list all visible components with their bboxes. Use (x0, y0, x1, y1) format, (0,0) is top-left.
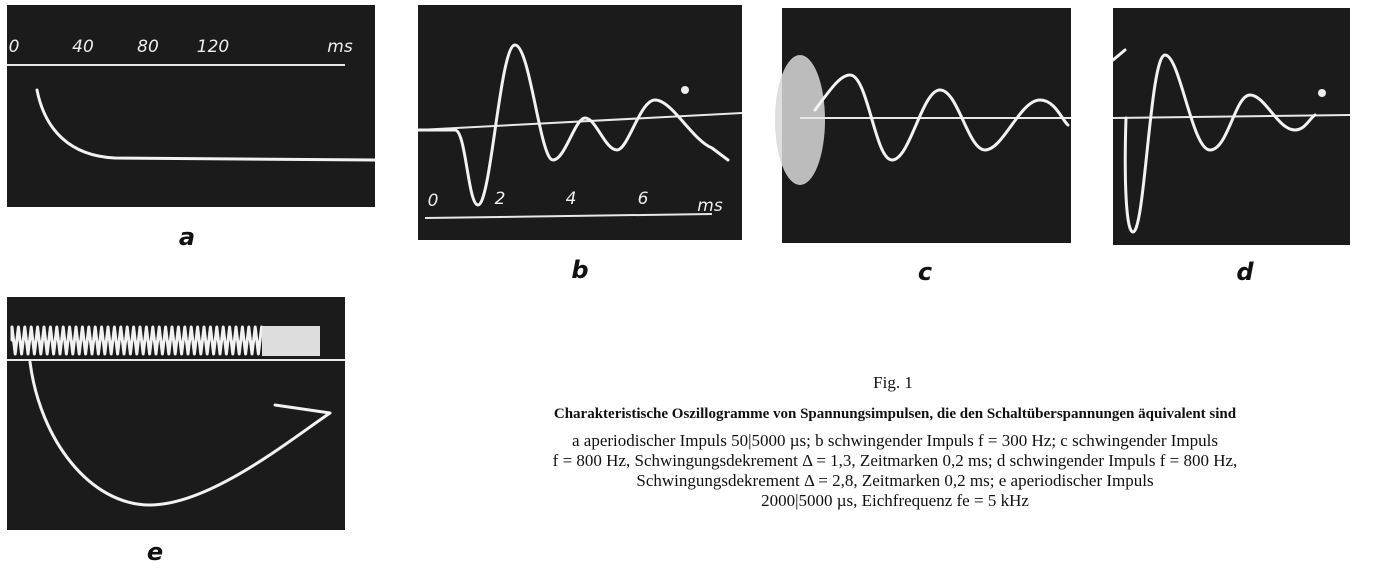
caption-title: Charakteristische Oszillogramme von Span… (554, 406, 1237, 422)
oscillogram-a (7, 5, 375, 207)
panel-label: d (1236, 258, 1254, 286)
tick-label: 6 (638, 189, 649, 209)
tick-label: 80 (137, 37, 159, 57)
tick-label: 0 (428, 191, 439, 211)
tick-label: 0 (9, 37, 20, 57)
calibration-wave (262, 326, 320, 356)
noise (775, 55, 825, 185)
figure: 0 40 80 120 ms a 0 2 4 6 ms b c d e Fig.… (0, 0, 1388, 566)
tick-label: ms (697, 196, 723, 216)
tick-label: 4 (566, 189, 577, 209)
marker (1318, 89, 1326, 97)
caption-line: Schwingungsdekrement Δ = 2,8, Zeitmarken… (636, 471, 1153, 490)
panel-label: c (918, 258, 932, 286)
panel-label: a (179, 223, 195, 251)
tick-label: 40 (72, 37, 94, 57)
tick-label: ms (327, 37, 353, 57)
tick-label: 120 (197, 37, 229, 57)
caption-line: f = 800 Hz, Schwingungsdekrement Δ = 1,3… (553, 451, 1238, 470)
panel-label: e (147, 538, 163, 566)
caption-line: 2000|5000 µs, Eichfrequenz fe = 5 kHz (761, 491, 1029, 510)
panel-label: b (571, 256, 588, 284)
figure-number: Fig. 1 (873, 373, 913, 392)
caption-line: a aperiodischer Impuls 50|5000 µs; b sch… (572, 431, 1218, 450)
oscillogram-c (782, 8, 1071, 243)
tick-label: 2 (495, 189, 506, 209)
marker (681, 86, 689, 94)
